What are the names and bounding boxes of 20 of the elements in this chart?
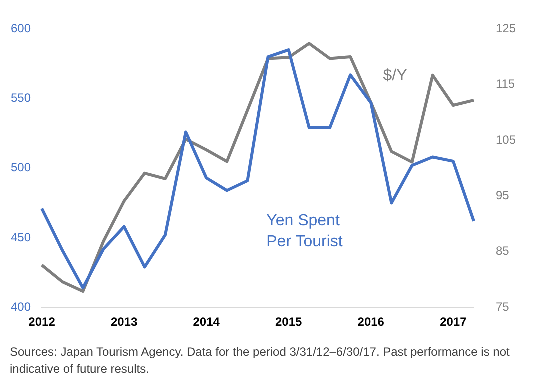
x-tick-label: 2016 (358, 315, 385, 330)
y-tick-label: 500 (10, 160, 32, 175)
x-tick-label: 2012 (28, 315, 56, 330)
x-tick-label: 2017 (440, 315, 468, 330)
y2-tick-label: 75 (496, 300, 510, 314)
y-tick-label: 600 (10, 22, 32, 36)
y2-tick-label: 85 (496, 244, 510, 258)
series-label: $/Y (383, 68, 408, 85)
y-tick-label: 400 (10, 300, 32, 314)
y2-tick-label: 105 (496, 132, 516, 147)
y-tick-label: 450 (10, 230, 32, 244)
y2-tick-label: 95 (496, 188, 510, 203)
text: Yen Spent Per Tourist (266, 212, 344, 250)
y2-tick-label: 115 (496, 77, 516, 92)
x-tick-label: 2014 (193, 315, 220, 330)
source-note: Sources: Japan Tourism Agency. Data for the period 3/31/12–6/30/17. Past performance is not indicative of future results. (9, 344, 511, 378)
y2-tick-label: 125 (496, 22, 516, 36)
x-tick-label: 2015 (276, 315, 303, 330)
x-tick-label: 2013 (110, 315, 138, 330)
y-tick-label: 550 (10, 91, 32, 106)
